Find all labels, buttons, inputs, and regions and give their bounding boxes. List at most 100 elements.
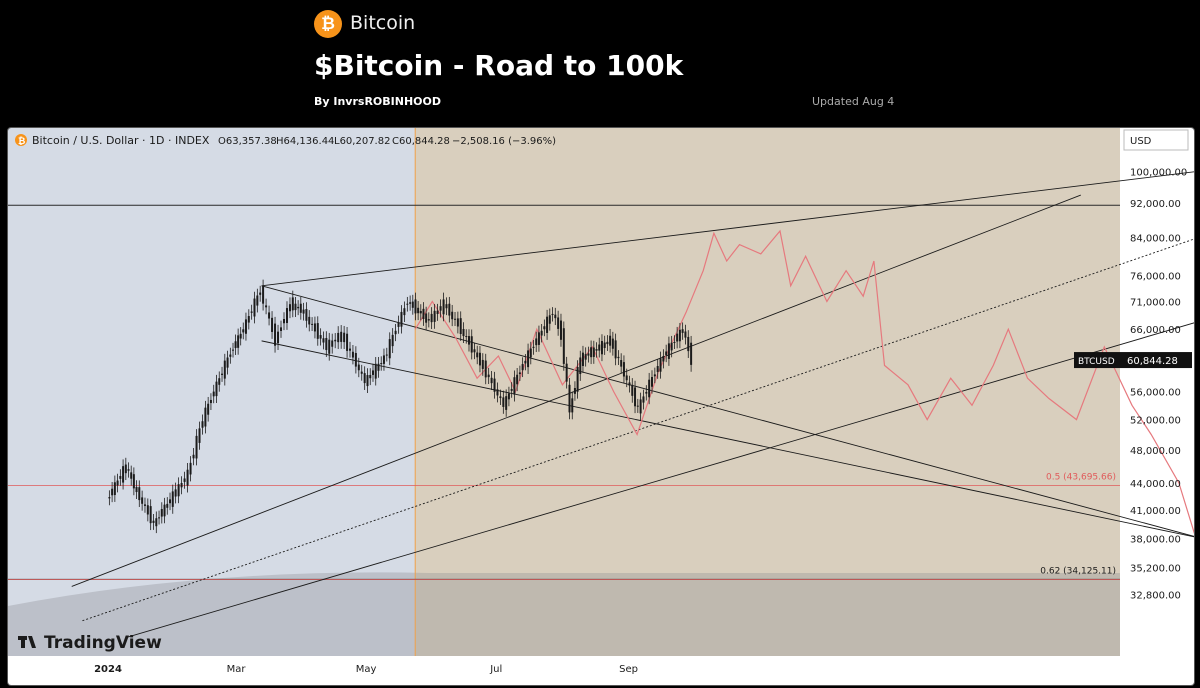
candle-body [166, 503, 169, 508]
candle-body [239, 333, 242, 339]
candle-body [487, 374, 490, 378]
candle-body [308, 316, 311, 325]
price-axis-background [1120, 128, 1194, 656]
symbol-description[interactable]: Bitcoin / U.S. Dollar · 1D · INDEX [32, 134, 210, 147]
candle-body [611, 338, 614, 349]
candle-body [484, 360, 487, 378]
trendline-3 [71, 194, 1081, 587]
candle-body [360, 371, 363, 374]
candle-body [631, 384, 634, 396]
candle-body [502, 397, 505, 407]
candle-body [546, 316, 549, 333]
candle-body [540, 330, 543, 336]
candle-body [606, 341, 609, 345]
volume-profile-shade [8, 572, 1120, 656]
candle-body [456, 318, 459, 327]
candle-body [146, 505, 149, 515]
projection-line [414, 229, 1194, 535]
candle-body [232, 349, 235, 351]
candle-body [351, 351, 354, 358]
candle-body [505, 396, 508, 410]
candle-body [256, 295, 259, 306]
price-axis-label-8: 48,000.00 [1130, 446, 1181, 457]
price-axis-label-1: 92,000.00 [1130, 199, 1181, 210]
chart-frame[interactable]: 0.5 (43,695.66) 0.62 (34,125.11) 100,000.… [7, 127, 1195, 686]
candle-body [250, 311, 253, 313]
candle-body [595, 349, 598, 351]
candle-body [592, 347, 595, 357]
candle-body [614, 340, 617, 359]
candle-body [665, 351, 668, 356]
candle-body [465, 336, 468, 338]
candle-body [177, 484, 180, 497]
price-chart[interactable]: 0.5 (43,695.66) 0.62 (34,125.11) 100,000.… [8, 128, 1194, 685]
price-axis-label-10: 41,000.00 [1130, 506, 1181, 517]
symbol-icon-glyph: ₿ [18, 136, 25, 147]
price-axis-label-7: 52,000.00 [1130, 416, 1181, 427]
candle-body [116, 480, 119, 486]
candle-body [388, 339, 391, 359]
candle-body [119, 476, 122, 479]
candle-body [521, 364, 524, 371]
candle-body [430, 313, 433, 323]
candle-body [325, 338, 328, 351]
price-axis-label-11: 38,000.00 [1130, 535, 1181, 546]
post-header: ₿ Bitcoin $Bitcoin - Road to 100k By Inv… [0, 0, 1200, 125]
price-axis-label-13: 32,800.00 [1130, 590, 1181, 601]
currency-label: USD [1130, 136, 1152, 147]
time-axis-label-0: 2024 [94, 664, 122, 675]
candle-body [403, 308, 406, 316]
candle-body [568, 384, 571, 413]
candle-body [244, 319, 247, 334]
candle-body [513, 377, 516, 395]
candle-body [346, 333, 349, 351]
candle-body [636, 405, 639, 407]
currency-button[interactable] [1123, 129, 1189, 151]
candle-body [406, 303, 409, 305]
candle-body [253, 298, 256, 317]
candle-body [319, 335, 322, 339]
author-link[interactable]: By InvrsROBINHOOD [314, 95, 441, 108]
candle-body [242, 329, 245, 333]
price-axis-label-5: 66,000.00 [1130, 325, 1181, 336]
candle-body [302, 309, 305, 314]
price-axis-label-2: 84,000.00 [1130, 234, 1181, 245]
updated-date: Updated Aug 4 [812, 95, 895, 108]
tradingview-watermark: TradingView [44, 633, 162, 653]
candle-body [201, 421, 204, 428]
candle-body [271, 317, 274, 332]
coin-name-link[interactable]: Bitcoin [350, 12, 416, 34]
candle-body [155, 518, 158, 527]
candle-body [377, 363, 380, 371]
candle-body [620, 360, 623, 367]
candle-body [316, 323, 319, 339]
candle-body [374, 363, 377, 379]
candle-body [681, 329, 684, 333]
candle-body [363, 373, 366, 384]
candle-body [331, 340, 334, 347]
candle-body [411, 301, 414, 308]
candle-body [391, 334, 394, 347]
candle-body [400, 311, 403, 327]
candle-body [554, 314, 557, 319]
candle-body [174, 489, 177, 497]
trendline-5 [127, 322, 1194, 638]
candle-body [334, 339, 337, 342]
candle-body [476, 352, 479, 358]
candle-body [223, 360, 226, 379]
candle-body [493, 378, 496, 392]
candle-body [532, 346, 535, 348]
candle-body [559, 320, 562, 340]
candle-body [132, 474, 135, 489]
candle-body [127, 469, 130, 471]
last-price-label: 60,844.28 [1127, 356, 1178, 367]
candle-body [409, 302, 412, 304]
candle-body [436, 310, 439, 314]
candle-body [111, 488, 114, 496]
candle-body [198, 428, 201, 443]
candle-body [587, 353, 590, 356]
candle-body [565, 363, 568, 382]
candle-body [524, 360, 527, 364]
candle-body [417, 307, 420, 314]
post-title: $Bitcoin - Road to 100k [314, 49, 684, 82]
